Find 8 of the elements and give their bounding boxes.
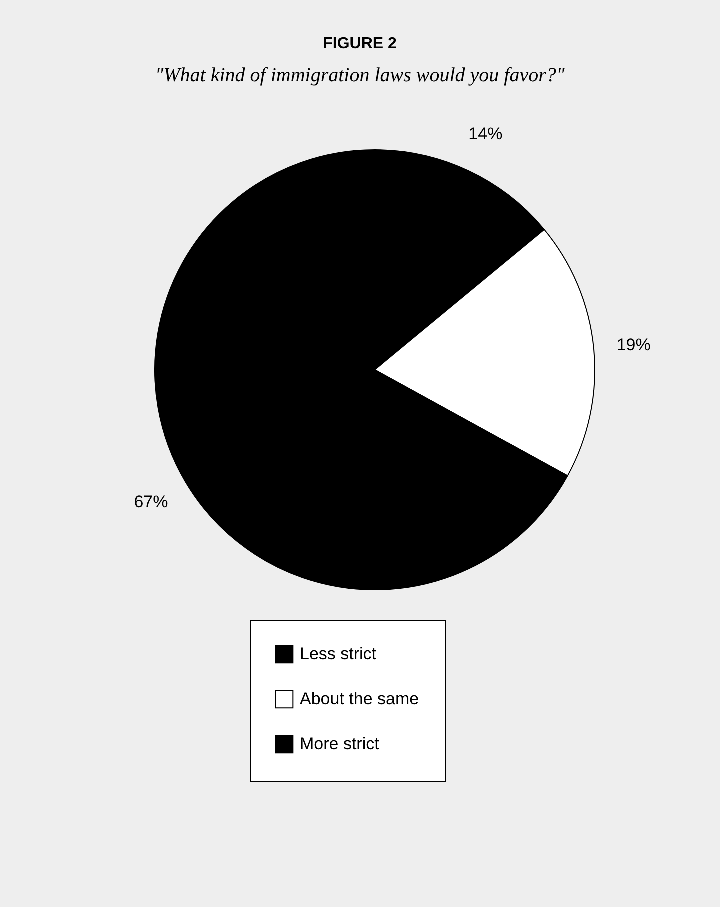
chart-subtitle: "What kind of immigration laws would you favor?" bbox=[155, 64, 566, 87]
legend-label: About the same bbox=[300, 690, 420, 708]
legend-label: More strict bbox=[300, 734, 380, 754]
legend-label: Less strict bbox=[300, 644, 377, 664]
data-label: 67% bbox=[134, 492, 168, 512]
data-label: 14% bbox=[468, 124, 503, 144]
chart-title: FIGURE 2 bbox=[323, 36, 397, 53]
data-label: 19% bbox=[616, 336, 651, 355]
